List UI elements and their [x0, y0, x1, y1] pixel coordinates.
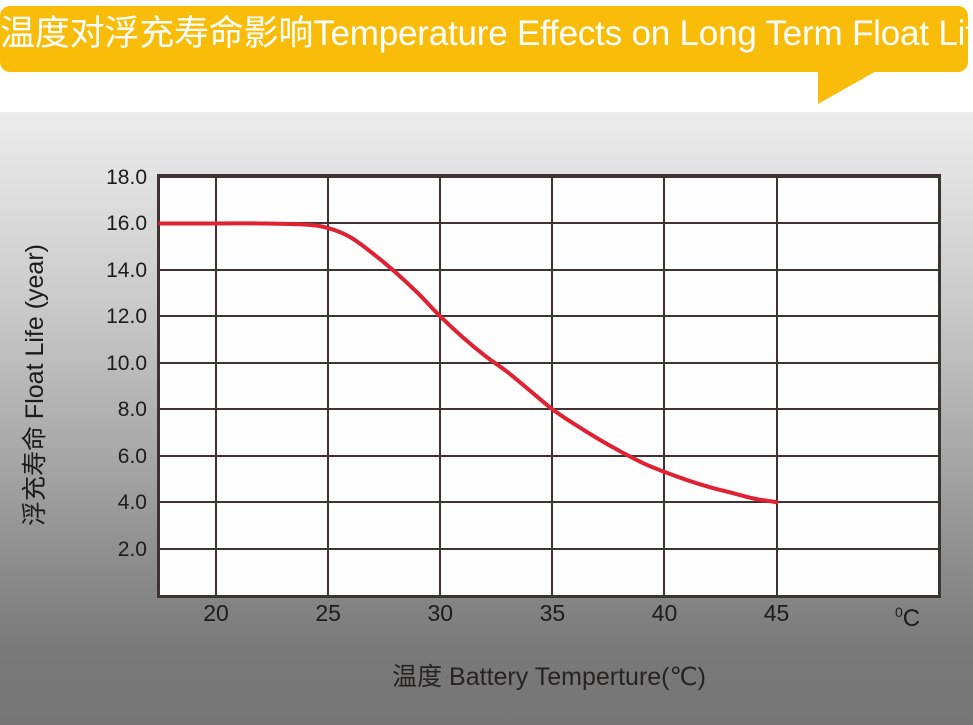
gridline-horizontal [160, 547, 938, 550]
page-title: 温度对浮充寿命影响Temperature Effects on Long Ter… [0, 14, 968, 53]
gridline-horizontal [160, 268, 938, 271]
gridline-vertical [215, 177, 218, 595]
gridline-horizontal [160, 222, 938, 225]
gridline-vertical [327, 177, 330, 595]
y-tick-label: 6.0 [117, 444, 147, 468]
gridline-horizontal [160, 315, 938, 318]
y-tick-label: 8.0 [117, 398, 147, 422]
y-tick-label: 18.0 [106, 166, 147, 189]
gridline-horizontal [160, 176, 938, 178]
plot-area [157, 174, 941, 598]
x-tick-label: 30 [427, 600, 454, 626]
title-banner: 温度对浮充寿命影响Temperature Effects on Long Ter… [0, 0, 973, 112]
y-axis-title: 浮充寿命 Float Life (year) [21, 244, 49, 527]
y-tick-label: 10.0 [106, 351, 147, 375]
x-tick-label: 45 [763, 600, 790, 626]
gridline-vertical [551, 177, 554, 595]
gridline-horizontal [160, 361, 938, 364]
x-tick-label: 20 [203, 600, 229, 626]
gridline-horizontal [160, 454, 938, 457]
gridline-vertical [663, 177, 666, 595]
x-axis-unit-sup: 0 [895, 604, 903, 620]
gridline-vertical [775, 177, 778, 595]
x-tick-label: 25 [315, 600, 341, 626]
banner-tail [818, 70, 878, 104]
y-tick-label: 2.0 [117, 537, 147, 561]
gridline-horizontal [160, 501, 938, 504]
x-axis-unit-base: C [902, 605, 921, 632]
y-tick-label: 16.0 [106, 212, 147, 236]
chart-area: 浮充寿命 Float Life (year) 2.0 4.0 6.0 8.0 10.0 1… [0, 112, 973, 725]
float-life-curve [160, 177, 938, 595]
x-axis-title: 温度 Battery Temperture(℃) [392, 663, 706, 691]
y-tick-label: 12.0 [106, 305, 147, 329]
gridline-horizontal [160, 408, 938, 411]
banner-body [0, 6, 968, 72]
x-tick-label: 35 [539, 600, 566, 626]
x-axis-unit: 0C [895, 604, 920, 633]
gridline-vertical [439, 177, 442, 595]
x-tick-label: 40 [651, 600, 678, 626]
y-tick-label: 4.0 [117, 491, 147, 515]
y-tick-label: 14.0 [106, 258, 147, 282]
